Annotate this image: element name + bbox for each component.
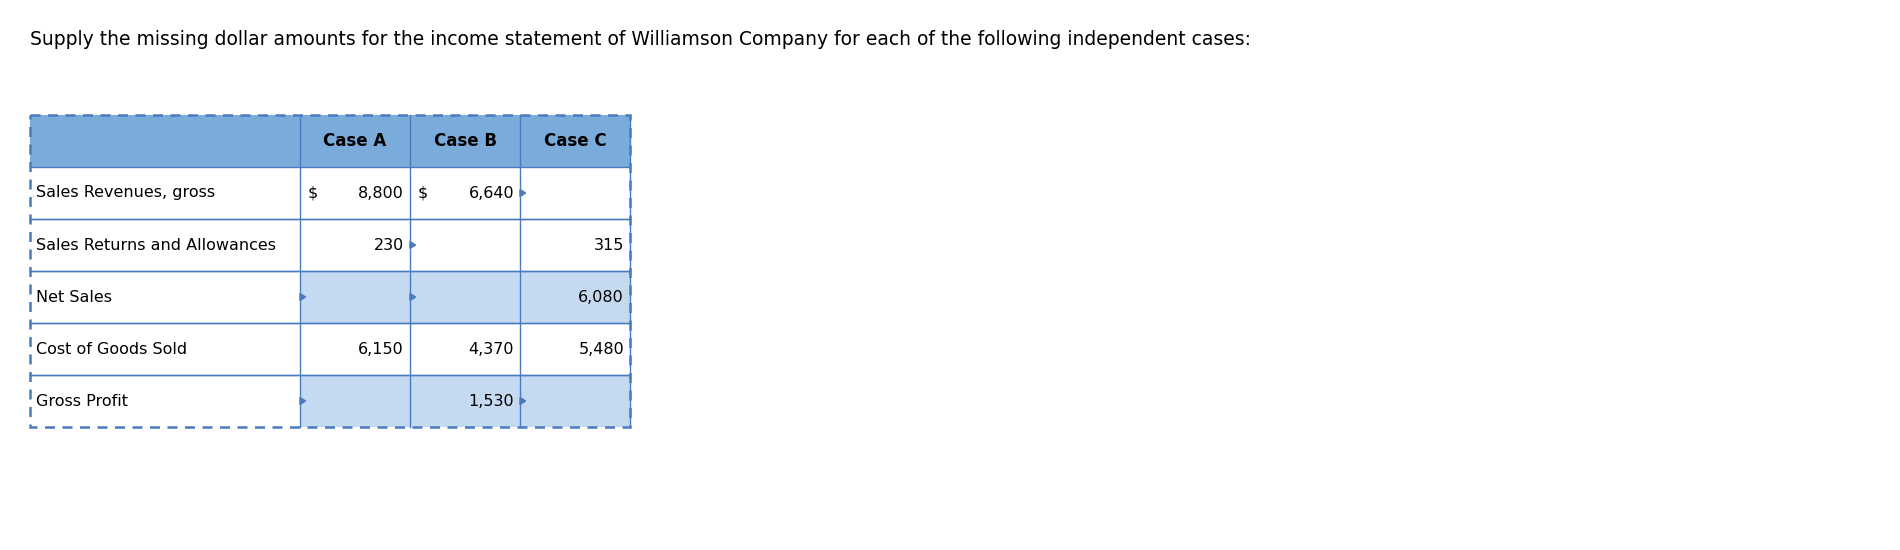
Bar (300, 323, 410, 375)
Bar (410, 375, 521, 427)
Bar (410, 219, 521, 271)
Bar (410, 271, 521, 323)
Text: 5,480: 5,480 (578, 342, 623, 356)
Text: 1,530: 1,530 (469, 393, 515, 409)
Text: Case B: Case B (433, 132, 496, 150)
Bar (410, 167, 521, 219)
Polygon shape (300, 294, 306, 300)
Text: $: $ (308, 185, 319, 201)
Bar (410, 323, 521, 375)
Bar (521, 167, 631, 219)
Bar (30, 323, 300, 375)
Text: 230: 230 (374, 238, 405, 252)
Bar (521, 375, 631, 427)
Text: Supply the missing dollar amounts for the income statement of Williamson Company: Supply the missing dollar amounts for th… (30, 30, 1250, 49)
Text: Case A: Case A (323, 132, 386, 150)
Bar (300, 167, 410, 219)
Bar (521, 219, 631, 271)
Text: Sales Returns and Allowances: Sales Returns and Allowances (36, 238, 276, 252)
Bar (300, 375, 410, 427)
Bar (30, 375, 300, 427)
Text: 8,800: 8,800 (357, 185, 405, 201)
Text: Sales Revenues, gross: Sales Revenues, gross (36, 185, 215, 201)
Bar (521, 323, 631, 375)
Bar (300, 271, 410, 323)
Bar (300, 219, 410, 271)
Bar (30, 271, 300, 323)
Text: Gross Profit: Gross Profit (36, 393, 127, 409)
Text: 6,080: 6,080 (578, 289, 623, 305)
Polygon shape (410, 294, 416, 300)
Bar (30, 167, 300, 219)
Bar (521, 271, 631, 323)
Text: $: $ (418, 185, 428, 201)
Polygon shape (521, 398, 526, 404)
Text: Case C: Case C (543, 132, 606, 150)
Text: Cost of Goods Sold: Cost of Goods Sold (36, 342, 186, 356)
Polygon shape (410, 241, 416, 249)
Bar (30, 115, 631, 427)
Text: 4,370: 4,370 (469, 342, 515, 356)
Polygon shape (521, 190, 526, 196)
Text: 6,150: 6,150 (359, 342, 405, 356)
Text: Net Sales: Net Sales (36, 289, 112, 305)
Polygon shape (300, 398, 306, 404)
Text: 315: 315 (593, 238, 623, 252)
Bar (30, 115, 631, 167)
Bar (30, 219, 300, 271)
Text: 6,640: 6,640 (469, 185, 515, 201)
